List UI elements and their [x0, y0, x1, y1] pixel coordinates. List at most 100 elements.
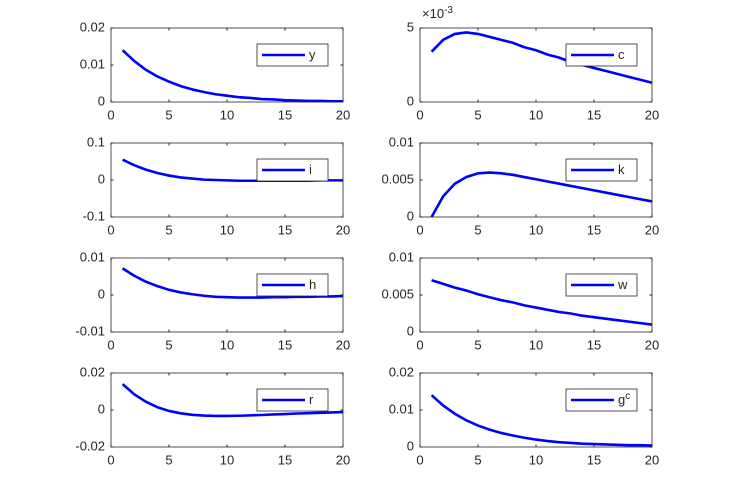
legend-name: g	[618, 392, 625, 407]
legend-label: y	[309, 47, 316, 62]
x-tick-label: 5	[474, 337, 481, 352]
data-line	[431, 278, 653, 326]
y-tick-label: 0	[407, 323, 414, 338]
data-line	[430, 394, 653, 447]
x-tick-label: 0	[416, 452, 423, 467]
y-tick-label: 0	[407, 208, 414, 223]
x-tick-label: 10	[529, 107, 543, 122]
y-tick-label: 0.1	[87, 134, 105, 149]
axes-box	[110, 257, 344, 333]
subplot: 0 5 10 15 20 0 5 ×10-3 c	[407, 5, 659, 123]
axes-box	[419, 257, 653, 333]
legend-name: w	[617, 277, 628, 292]
data-line	[121, 383, 344, 418]
x-tick-label: 5	[474, 452, 481, 467]
axes-box	[110, 27, 344, 103]
y-tick-label: 0.01	[80, 249, 105, 264]
y-tick-label: 0	[98, 286, 105, 301]
x-tick-label: 5	[165, 222, 172, 237]
x-tick-label: 15	[587, 337, 601, 352]
x-tick-label: 5	[165, 337, 172, 352]
subplot: 0 5 10 15 20 0 0.01 0.02 gc	[389, 364, 660, 467]
legend-name: h	[309, 277, 316, 292]
axes-box	[110, 142, 344, 218]
y-tick-label: 0.01	[389, 134, 414, 149]
x-tick-label: 5	[165, 452, 172, 467]
axis-exponent: ×10-3	[422, 5, 453, 22]
legend-name: y	[309, 47, 316, 62]
legend-label: c	[618, 47, 625, 62]
x-tick-label: 0	[107, 222, 114, 237]
data-line	[121, 49, 343, 103]
legend-name: r	[309, 392, 314, 407]
x-tick-label: 15	[278, 107, 292, 122]
x-tick-label: 20	[336, 452, 350, 467]
x-tick-label: 10	[529, 452, 543, 467]
y-tick-label: 0.01	[389, 249, 414, 264]
x-tick-label: 20	[645, 452, 659, 467]
y-tick-label: 0	[98, 93, 105, 108]
x-tick-label: 10	[220, 337, 234, 352]
y-tick-label: 0.02	[80, 364, 105, 379]
x-tick-label: 0	[107, 337, 114, 352]
legend-name: c	[618, 47, 625, 62]
y-tick-label: 0	[407, 438, 414, 453]
axes-box	[419, 27, 653, 103]
y-tick-label: 0	[98, 171, 105, 186]
x-tick-label: 10	[220, 107, 234, 122]
legend-name-superscript: c	[625, 391, 630, 402]
x-tick-label: 5	[474, 107, 481, 122]
x-tick-label: 0	[416, 107, 423, 122]
subplot: 0 5 10 15 20 0 0.005 0.01 w	[381, 249, 659, 352]
x-tick-label: 10	[220, 222, 234, 237]
y-tick-label: 0.02	[389, 364, 414, 379]
y-tick-label: 0	[407, 93, 414, 108]
x-tick-label: 0	[107, 107, 114, 122]
subplot: 0 5 10 15 20-0.100.1i	[83, 134, 351, 237]
y-tick-label: 0.02	[80, 19, 105, 34]
data-line	[430, 31, 653, 85]
y-tick-label: -0.02	[75, 438, 105, 453]
x-tick-label: 15	[587, 452, 601, 467]
y-tick-label: 0.005	[381, 286, 414, 301]
x-tick-label: 20	[336, 222, 350, 237]
x-tick-label: 5	[165, 107, 172, 122]
x-tick-label: 20	[645, 107, 659, 122]
x-tick-label: 15	[278, 337, 292, 352]
legend-label: w	[617, 277, 628, 292]
x-tick-label: 0	[416, 337, 423, 352]
x-tick-label: 15	[587, 107, 601, 122]
x-tick-label: 20	[645, 337, 659, 352]
x-tick-label: 10	[529, 222, 543, 237]
x-tick-label: 10	[529, 337, 543, 352]
axes-box	[419, 372, 653, 448]
legend-label: i	[309, 162, 312, 177]
y-tick-label: 0.01	[80, 56, 105, 71]
x-tick-label: 0	[107, 452, 114, 467]
legend-name: i	[309, 162, 312, 177]
x-tick-label: 10	[220, 452, 234, 467]
axes-box	[110, 372, 344, 448]
y-tick-label: -0.01	[75, 323, 105, 338]
x-tick-label: 20	[336, 337, 350, 352]
legend-label: r	[309, 392, 314, 407]
y-tick-label: -0.1	[83, 208, 105, 223]
data-line	[430, 171, 653, 218]
axes-box	[419, 142, 653, 218]
x-tick-label: 15	[278, 222, 292, 237]
legend-label: k	[618, 162, 625, 177]
x-tick-label: 20	[336, 107, 350, 122]
y-tick-label: 0.005	[381, 171, 414, 186]
y-tick-label: 0	[98, 401, 105, 416]
x-tick-label: 15	[587, 222, 601, 237]
data-line	[121, 267, 344, 299]
x-tick-label: 20	[645, 222, 659, 237]
legend-label: gc	[618, 391, 630, 408]
legend-name: k	[618, 162, 625, 177]
legend-label: h	[309, 277, 316, 292]
subplot: 0 5 10 15 20 0 0.005 0.01 k	[381, 134, 659, 237]
